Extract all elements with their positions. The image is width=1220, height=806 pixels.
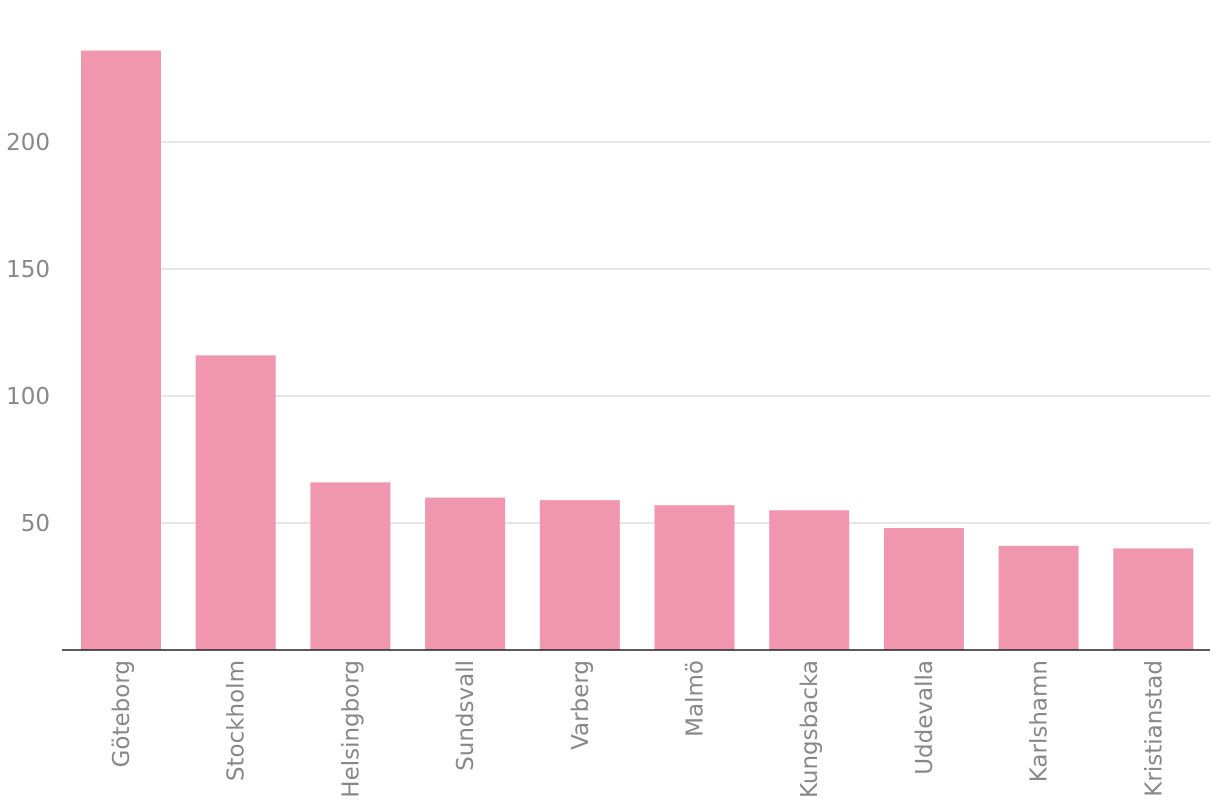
bar-1 — [81, 50, 161, 651]
bar-9 — [998, 545, 1079, 650]
x-tick-label: Kristianstad — [1141, 660, 1167, 797]
y-tick-label: 200 — [6, 130, 50, 156]
x-tick-label: Stockholm — [224, 660, 250, 781]
x-tick-label: Kungsbacka — [797, 660, 823, 798]
bar-8 — [883, 528, 964, 650]
y-tick-label: 100 — [6, 384, 50, 410]
x-tick-label: Uddevalla — [912, 660, 938, 775]
bar-2 — [195, 355, 276, 650]
y-tick-label: 50 — [21, 511, 50, 537]
x-tick-label: Karlshamn — [1027, 660, 1053, 782]
gridlines — [160, 141, 1210, 524]
x-tick-label: Helsingborg — [338, 660, 364, 798]
bar-6 — [654, 505, 735, 650]
bar-10 — [1113, 548, 1194, 650]
x-tick-label: Göteborg — [109, 660, 135, 767]
x-tick-label: Varberg — [568, 660, 594, 750]
x-axis-ticks: Göteborg Stockholm Helsingborg Sundsvall Var… — [109, 660, 1167, 798]
bar-7 — [769, 510, 850, 650]
y-tick-label: 150 — [6, 257, 50, 283]
x-tick-label: Sundsvall — [453, 660, 479, 771]
y-axis-ticks: 50 100 150 200 — [6, 130, 50, 537]
bar-4 — [425, 497, 506, 650]
bar-5 — [539, 500, 620, 650]
x-tick-label: Malmö — [683, 660, 709, 737]
bar-3 — [310, 482, 391, 650]
bars — [81, 50, 1194, 651]
